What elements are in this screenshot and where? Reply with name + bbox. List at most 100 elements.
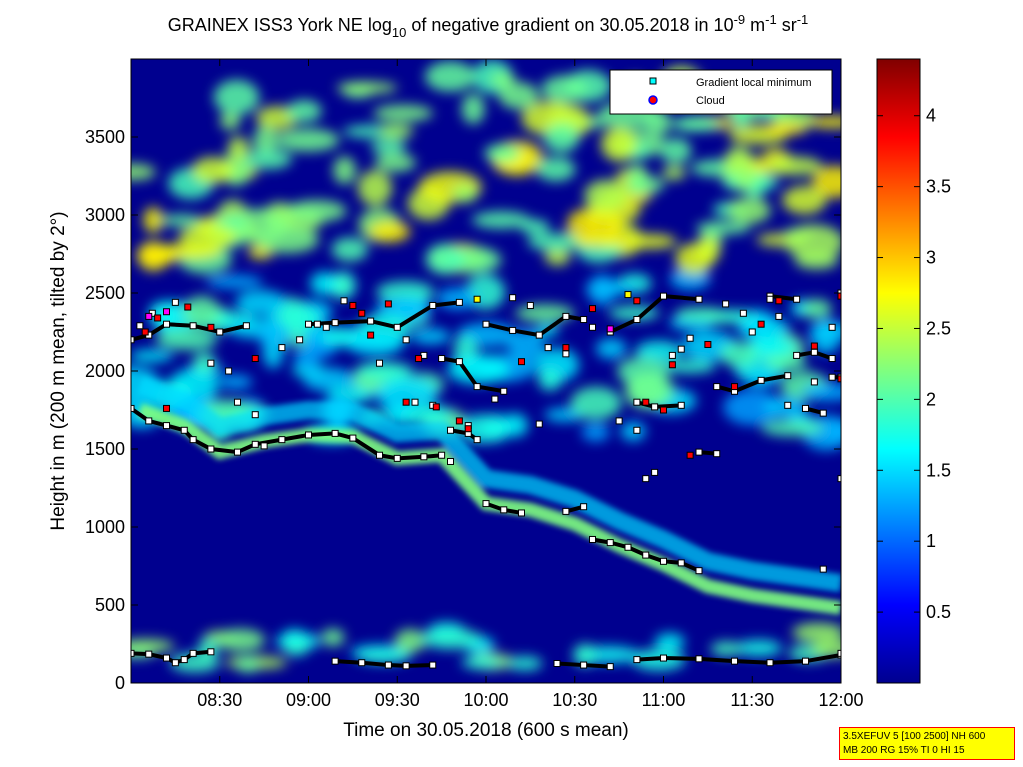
- cloud-point-4: [251, 355, 259, 363]
- track-point-3-4: [766, 659, 774, 667]
- heat-blob-surface-layer: [131, 638, 175, 653]
- heat-blob-surface-layer: [710, 641, 743, 657]
- heat-blob-top-clouds: [219, 111, 241, 131]
- track-point-10-5: [455, 298, 463, 306]
- track-line-11: [441, 356, 505, 394]
- track-point-4-7: [251, 440, 259, 448]
- colorbar-tick-label-4: 2.5: [926, 318, 951, 338]
- colored-point-1: [473, 295, 481, 303]
- y-tick-label-0: 0: [115, 673, 125, 693]
- boundary-layer-halo: [136, 376, 841, 593]
- cloud-point-22: [731, 383, 738, 391]
- heat-blob-top-clouds: [784, 224, 841, 260]
- heat-blob-top-clouds: [374, 153, 417, 173]
- heat-blob-upper-band: [767, 356, 808, 371]
- gradient-minimum-point-8: [278, 344, 286, 352]
- track-point-10-0: [305, 320, 312, 328]
- track-point-9-3: [189, 322, 197, 330]
- gradient-minimum-point-44: [819, 565, 827, 573]
- colorbar-ticks: 0.5 1 1.5 2 2.5 3 3.5 4: [877, 106, 951, 622]
- track-point-14-3: [784, 372, 792, 380]
- heat-blob-top-clouds: [286, 99, 322, 123]
- y-tick-label-6: 3000: [85, 205, 125, 225]
- gradient-minimum-point-9: [296, 336, 304, 344]
- track-point-8-1: [606, 539, 614, 547]
- heat-blob-top-clouds: [490, 71, 515, 88]
- track-point-9-2: [163, 320, 170, 328]
- heat-blob-upper-band: [218, 374, 253, 390]
- track-point-4-12: [376, 451, 383, 459]
- track-point-13-1: [633, 316, 641, 324]
- x-tick-label-0: 08:30: [197, 690, 242, 710]
- track-point-8-5: [677, 559, 685, 567]
- x-tick-label-7: 12:00: [818, 690, 863, 710]
- heat-blob-upper-band: [719, 341, 759, 368]
- track-point-18-0: [695, 448, 703, 456]
- gradient-minimum-point-39: [784, 401, 792, 409]
- cloud-point-23: [757, 320, 765, 328]
- heat-blob-top-clouds: [243, 149, 293, 170]
- x-tick-label-3: 10:00: [463, 690, 508, 710]
- track-point-11-3: [500, 387, 508, 395]
- cloud-point-19: [668, 361, 676, 369]
- track-point-4-10: [331, 429, 339, 437]
- track-point-8-0: [589, 535, 596, 543]
- heat-blob-upper-band: [235, 289, 287, 315]
- track-point-15-1: [810, 348, 818, 356]
- cloud-point-18: [660, 406, 667, 414]
- gradient-minimum-point-30: [651, 468, 659, 476]
- colorbar-tick-label-6: 3.5: [926, 177, 951, 197]
- cloud-point-13: [518, 358, 525, 366]
- gradient-minimum-point-4: [225, 367, 233, 375]
- track-point-4-5: [207, 445, 215, 453]
- track-point-17-1: [651, 403, 659, 411]
- track-point-18-1: [713, 450, 721, 458]
- track-point-9-4: [216, 328, 224, 336]
- track-line-14: [716, 373, 789, 394]
- y-axis-ticks: 0 500 1000 1500 2000 2500 3000 3500: [85, 127, 841, 693]
- y-tick-label-3: 1500: [85, 439, 125, 459]
- heat-blob-top-clouds: [160, 214, 203, 227]
- settings-info-box: 3.5XEFUV 5 [100 2500] NH 600 MB 200 RG 1…: [839, 727, 1015, 760]
- legend-marker-cloud: [648, 95, 658, 105]
- track-point-1-1: [358, 659, 366, 667]
- track-line-4: [131, 406, 442, 461]
- track-point-4-11: [349, 434, 357, 442]
- track-point-4-1: [145, 417, 153, 425]
- gradient-minimum-point-28: [633, 426, 641, 434]
- heat-blob-surface-layer: [654, 633, 685, 651]
- gradient-minimum-point-10: [313, 320, 321, 328]
- gradient-minimum-point-16: [411, 398, 419, 406]
- gradient-minimum-point-42: [837, 475, 841, 483]
- cloud-point-20: [686, 451, 694, 459]
- legend-box: [609, 69, 833, 115]
- heat-blob-upper-band: [802, 382, 841, 402]
- track-point-8-4: [660, 557, 667, 565]
- heat-blob-upper-band: [206, 274, 263, 289]
- heat-blob-upper-band: [155, 328, 218, 351]
- heat-blob-upper-band: [182, 295, 221, 328]
- track-point-19-0: [802, 404, 809, 412]
- track-point-3-0: [633, 656, 641, 664]
- x-axis-ticks: 08:30 09:00 09:30 10:00 10:30 11:00 11:30 12:00: [197, 59, 864, 710]
- gradient-minimum-point-25: [562, 350, 570, 358]
- heat-blob-upper-band: [595, 338, 627, 360]
- colored-point-0: [145, 312, 153, 320]
- gradient-minimum-point-12: [340, 297, 348, 305]
- gradient-minimum-point-11: [322, 323, 330, 331]
- track-point-10-3: [393, 323, 401, 331]
- heat-blob-top-clouds: [764, 122, 808, 136]
- cloud-point-2: [184, 303, 192, 311]
- cloud-point-9: [415, 355, 423, 363]
- heat-blob-top-clouds: [276, 128, 340, 152]
- heat-blob-top-clouds: [452, 184, 478, 203]
- heat-blob-upper-band: [723, 389, 781, 426]
- cloud-points: [141, 292, 841, 459]
- heat-blob-top-clouds: [724, 145, 754, 181]
- cloud-point-8: [402, 398, 410, 406]
- gradient-minimum-point-24: [544, 344, 552, 352]
- track-point-4-0: [131, 404, 135, 412]
- track-point-14-0: [713, 383, 721, 391]
- track-point-4-4: [189, 436, 197, 444]
- cloud-point-5: [358, 309, 366, 317]
